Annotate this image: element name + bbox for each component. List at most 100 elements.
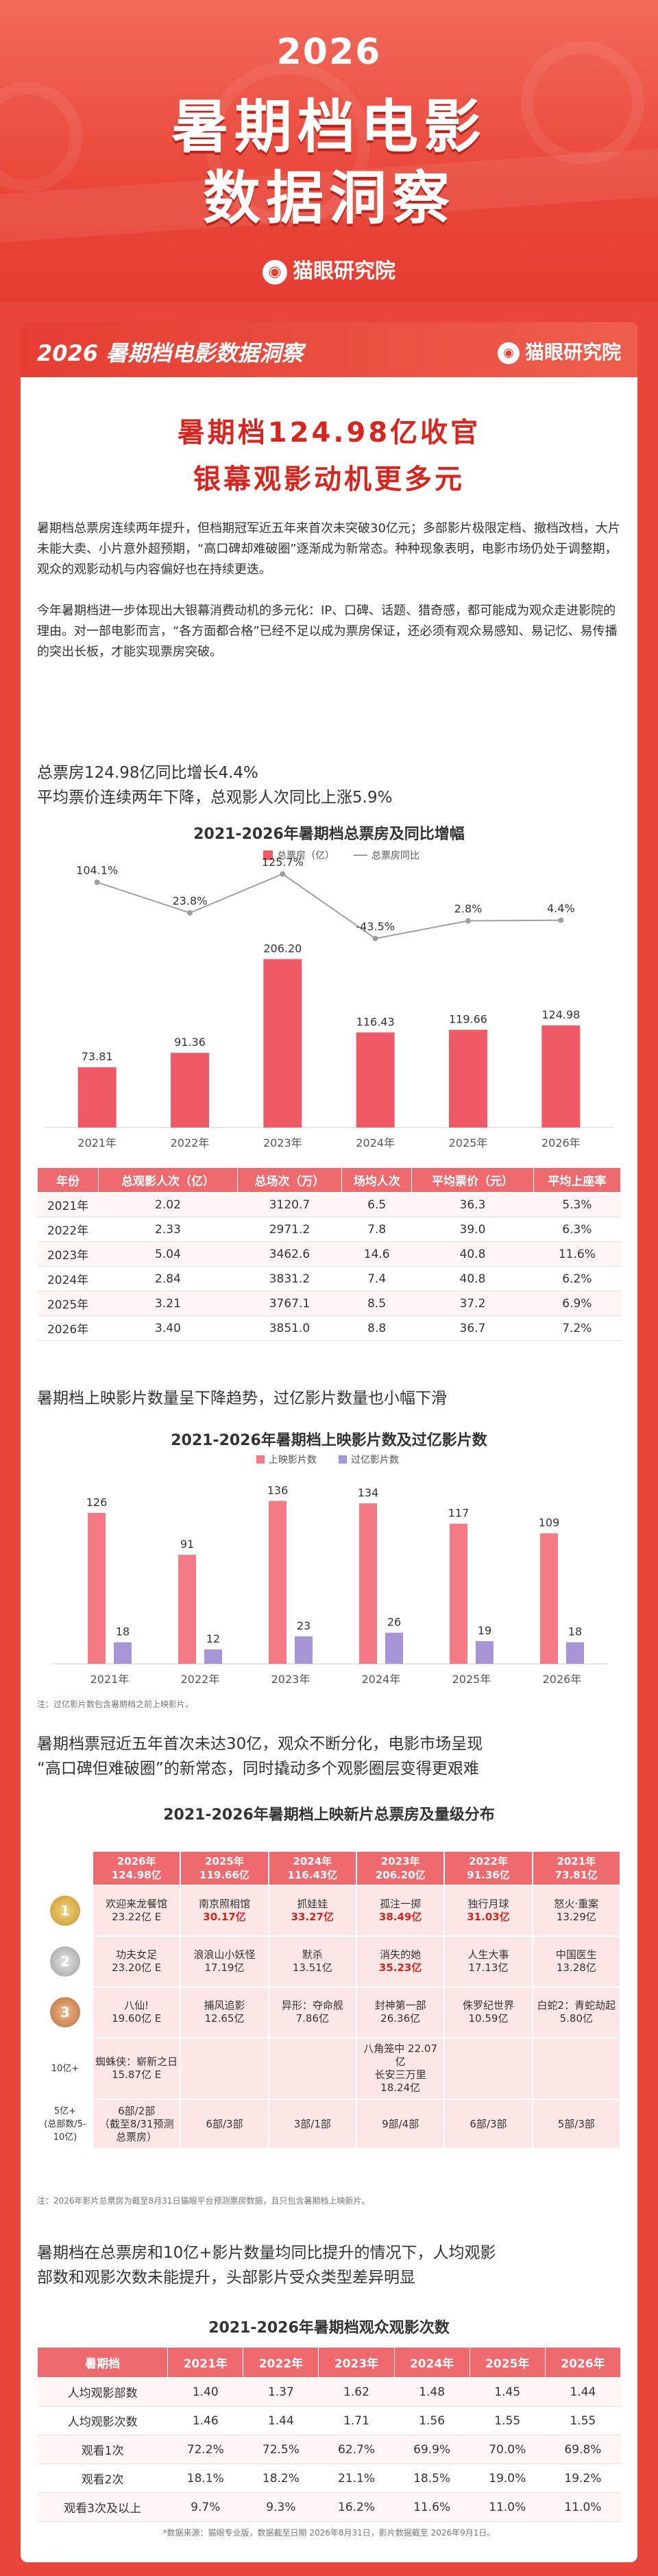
distribution-rank-row: 2 功夫女足 23.20亿 E 浪浪山小妖怪 17.19亿 默杀 13.51亿 消失的她 35.… <box>37 1935 622 1988</box>
table-cell: 2022年 <box>37 1217 99 1242</box>
table-cell: 7.4 <box>341 1266 412 1291</box>
distribution-year-header: 2021年 73.81亿 <box>531 1850 622 1886</box>
tier-cell: 八角笼中 22.07亿 长安三万里 18.24亿 <box>355 2037 446 2100</box>
table-cell: 8.8 <box>341 1315 412 1341</box>
table-cell: 3462.6 <box>237 1241 342 1267</box>
distribution-year-header: 2022年 91.36亿 <box>443 1850 533 1886</box>
tier-cell: 6部/3部 <box>180 2099 269 2149</box>
chart2-title: 2021-2026年暑期档上映影片数及过亿影片数 <box>171 1432 487 1449</box>
distribution-year-header: 2026年 124.98亿 <box>91 1850 182 1886</box>
table-row: 2022年 2.33 2971.2 7.8 39.0 6.3% <box>37 1217 621 1242</box>
table-cell: 1.44 <box>545 2377 621 2407</box>
x-tick-label: 2022年 <box>171 1136 210 1149</box>
yoy-point <box>558 917 564 923</box>
bar-value-label: 18 <box>116 1625 130 1638</box>
bar-box-office <box>449 1029 487 1128</box>
film-name: 消失的她 <box>380 1948 422 1961</box>
bar-box-office <box>541 1025 581 1128</box>
table-row: 2025年 3.21 3767.1 8.5 37.2 6.9% <box>37 1291 621 1316</box>
film-box-office: 30.17亿 <box>203 1911 246 1923</box>
intro-paragraph-1: 暑期档总票房连续两年提升，但档期冠军近五年来首次未突破30亿元；多部影片极限定档… <box>37 521 620 577</box>
headline-line2: 银幕观影动机更多元 <box>193 464 465 495</box>
yoy-line <box>97 873 561 940</box>
table-cell: 人均观影次数 <box>37 2406 168 2435</box>
bar-value-label: 206.20 <box>263 942 302 955</box>
table-cell: 1.46 <box>167 2406 243 2435</box>
film-box-office: 33.27亿 <box>291 1911 334 1923</box>
table-cell: 2023年 <box>37 1241 99 1267</box>
bar-box-office <box>356 1032 395 1128</box>
table-cell: 36.3 <box>411 1192 534 1217</box>
chart1-title: 2021-2026年暑期档总票房及同比增幅 <box>193 826 465 843</box>
card-header-brand: ◉ 猫眼研究院 <box>497 337 621 365</box>
legend-swatch-100m <box>339 1455 347 1464</box>
yoy-point <box>187 910 193 916</box>
legend-label-yoy: 总票房同比 <box>371 850 419 861</box>
table-cell: 1.48 <box>394 2377 470 2407</box>
distribution-year-header: 2025年 119.66亿 <box>180 1850 269 1886</box>
table-cell: 观看1次 <box>37 2435 168 2464</box>
x-tick-label: 2022年 <box>181 1673 220 1686</box>
yoy-label: 23.8% <box>173 894 208 907</box>
bar-value-label: 124.98 <box>541 1008 580 1021</box>
table-cell: 2025年 <box>37 1291 99 1316</box>
table-cell: 72.2% <box>167 2435 243 2464</box>
table-cell: 1.37 <box>243 2377 319 2407</box>
film-box-office: 35.23亿 <box>378 1961 422 1974</box>
film-box-office: 19.60亿 E <box>112 2012 162 2025</box>
section1-line1: 总票房124.98亿同比增长4.4% <box>37 764 258 782</box>
film-name: 默杀 <box>302 1948 323 1961</box>
table-cell: 69.9% <box>394 2435 470 2464</box>
distribution-body: 1 欢迎来龙餐馆 23.22亿 E 南京照相馆 30.17亿 抓娃娃 33.27亿 孤注一掷 3… <box>37 1885 622 2149</box>
table-cell: 1.62 <box>318 2377 395 2407</box>
table-cell: 3851.0 <box>237 1315 342 1341</box>
film-box-office: 17.13亿 <box>468 1961 509 1974</box>
film-cell: 浪浪山小妖怪 17.19亿 <box>180 1935 269 1988</box>
section2-line1: 暑期档上映影片数量呈下降趋势，过亿影片数量也小幅下滑 <box>37 1390 447 1407</box>
bar-value-label: 12 <box>206 1632 220 1645</box>
section3-line2: “高口碑但难破圈”的新常态，同时撬动多个观影圈层变得更艰难 <box>37 1760 479 1778</box>
table-header-cell: 平均票价（元） <box>411 1167 534 1193</box>
section1-line2: 平均票价连续两年下降，总观影人次同比上涨5.9% <box>37 789 393 807</box>
yoy-label: 4.4% <box>547 902 575 915</box>
table-row: 观看2次 18.1% 18.2% 21.1% 18.5% 19.0% 19.2% <box>37 2464 621 2493</box>
film-cell: 中国医生 13.28亿 <box>531 1935 622 1988</box>
table-cell: 6.2% <box>533 1266 621 1291</box>
table-row: 2026年 3.40 3851.0 8.8 36.7 7.2% <box>37 1315 621 1341</box>
section4-line1: 暑期档在总票房和10亿+影片数量均同比提升的情况下，人均观影 <box>37 2244 496 2262</box>
table-cell: 37.2 <box>411 1291 534 1316</box>
film-name: 功夫女足 <box>116 1948 158 1961</box>
table-cell: 2026年 <box>37 1315 99 1341</box>
film-name: 独行月球 <box>467 1898 509 1910</box>
bar-value-label: 18 <box>568 1625 582 1638</box>
film-box-office: 31.03亿 <box>467 1911 510 1923</box>
table-row: 2024年 2.84 3831.2 7.4 40.8 6.2% <box>37 1266 621 1291</box>
bar-value-label: 91 <box>180 1538 194 1551</box>
film-name: 怒火·重案 <box>554 1898 599 1910</box>
distribution-year-header: 2024年 116.43亿 <box>267 1850 357 1886</box>
bar-value-label: 26 <box>387 1616 401 1629</box>
tier-cell: 3部/1部 <box>267 2099 357 2149</box>
film-box-office: 13.29亿 <box>556 1911 596 1923</box>
bar-value-label: 19 <box>478 1624 491 1637</box>
table-row: 人均观影次数 1.46 1.44 1.71 1.56 1.55 1.55 <box>37 2406 621 2435</box>
film-cell: 欢迎来龙餐馆 23.22亿 E <box>91 1885 182 1937</box>
viewing-table: 暑期档 2021年 2022年 2023年 2024年 2025年 2026年 人均观影部数… <box>36 2347 622 2522</box>
film-cell: 南京照相馆 30.17亿 <box>180 1885 269 1937</box>
hero-title-line1: 暑期档电影 <box>171 93 487 160</box>
bar-value-label: 126 <box>86 1496 108 1509</box>
bar-value-label: 91.36 <box>174 1036 206 1049</box>
table-cell: 3.21 <box>98 1291 238 1316</box>
bar-value-label: 136 <box>267 1483 289 1496</box>
table-cell: 16.2% <box>318 2492 395 2522</box>
film-cell: 异形：夺命舰 7.86亿 <box>267 1986 357 2038</box>
yoy-point <box>372 935 378 942</box>
table-cell: 1.71 <box>318 2406 395 2435</box>
x-tick-label: 2024年 <box>362 1673 401 1686</box>
table-header-cell: 总场次（万） <box>236 1167 343 1193</box>
bar-released <box>269 1501 287 1664</box>
table-cell: 21.1% <box>318 2464 395 2493</box>
bar-100m <box>566 1642 584 1664</box>
film-box-office: 12.65亿 <box>204 2012 245 2025</box>
